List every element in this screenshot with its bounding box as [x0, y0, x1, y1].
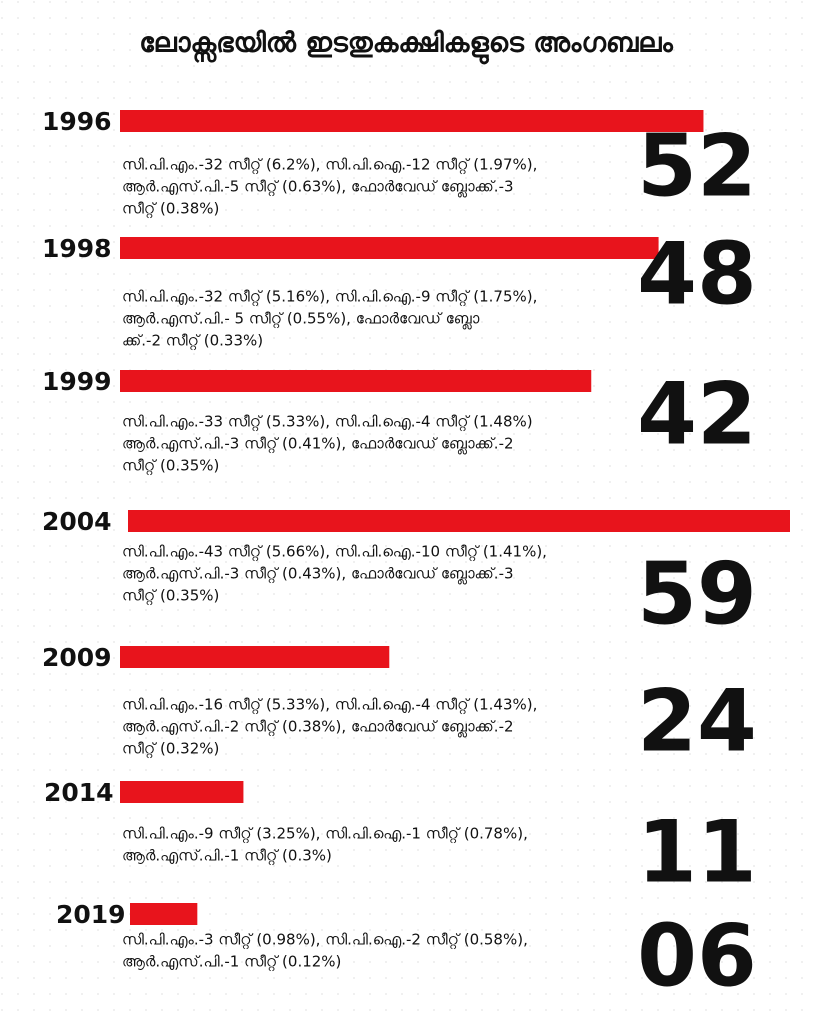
bar: [130, 903, 198, 925]
note-line: സി.പി.എം.-3 സീറ്റ് (0.98%), സി.പി.ഐ.-2 സ…: [122, 931, 528, 950]
note-line: ആർ.എസ്.പി.-1 സീറ്റ് (0.12%): [122, 953, 341, 972]
year-label: 2019: [56, 900, 126, 929]
value-label: 24: [637, 671, 757, 771]
note-line: സീറ്റ് (0.35%): [122, 457, 219, 476]
value-label: 11: [637, 802, 757, 902]
value-label: 42: [637, 364, 757, 464]
note-line: സി.പി.എം.-33 സീറ്റ് (5.33%), സി.പി.ഐ.-4 …: [122, 413, 533, 432]
note-line: സി.പി.എം.-32 സീറ്റ് (6.2%), സി.പി.ഐ.-12 …: [122, 156, 537, 175]
note-line: ആർ.എസ്.പി.-2 സീറ്റ് (0.38%), ഫോർവേഡ് ബ്ല…: [122, 718, 514, 738]
bar: [120, 370, 592, 392]
note-line: സീറ്റ് (0.32%): [122, 740, 219, 759]
year-label: 1996: [42, 107, 112, 136]
note-line: ആർ.എസ്.പി.-3 സീറ്റ് (0.41%), ഫോർവേഡ് ബ്ല…: [122, 435, 514, 455]
year-label: 1999: [42, 367, 112, 396]
year-label: 2009: [42, 643, 112, 672]
value-label: 52: [637, 116, 757, 216]
value-label: 06: [637, 906, 757, 1006]
note-line: സി.പി.എം.-43 സീറ്റ് (5.66%), സി.പി.ഐ.-10…: [122, 543, 547, 562]
bar: [128, 510, 790, 532]
note-line: സീറ്റ് (0.38%): [122, 200, 219, 219]
note-line: ആർ.എസ്.പി.-3 സീറ്റ് (0.43%), ഫോർവേഡ് ബ്ല…: [122, 565, 514, 585]
bar: [120, 646, 390, 668]
note-line: സി.പി.എം.-16 സീറ്റ് (5.33%), സി.പി.ഐ.-4 …: [122, 696, 537, 715]
note-line: ആർ.എസ്.പി.- 5 സീറ്റ് (0.55%), ഫോർവേഡ് ബ്…: [122, 310, 480, 330]
year-label: 2014: [44, 778, 114, 807]
note-line: ആർ.എസ്.പി.-1 സീറ്റ് (0.3%): [122, 847, 332, 866]
bar: [120, 781, 244, 803]
note-line: സി.പി.എം.-32 സീറ്റ് (5.16%), സി.പി.ഐ.-9 …: [122, 288, 537, 307]
note-line: ക്ക്.-2 സീറ്റ് (0.33%): [122, 332, 263, 351]
note-line: സീറ്റ് (0.35%): [122, 587, 219, 606]
value-label: 59: [637, 544, 757, 644]
bar: [120, 110, 704, 132]
year-label: 2004: [42, 507, 112, 536]
note-line: ആർ.എസ്.പി.-5 സീറ്റ് (0.63%), ഫോർവേഡ് ബ്ല…: [122, 178, 514, 198]
value-label: 48: [637, 224, 757, 324]
bar: [120, 237, 659, 259]
note-line: സി.പി.എം.-9 സീറ്റ് (3.25%), സി.പി.ഐ.-1 സ…: [122, 825, 528, 844]
year-label: 1998: [42, 234, 112, 263]
